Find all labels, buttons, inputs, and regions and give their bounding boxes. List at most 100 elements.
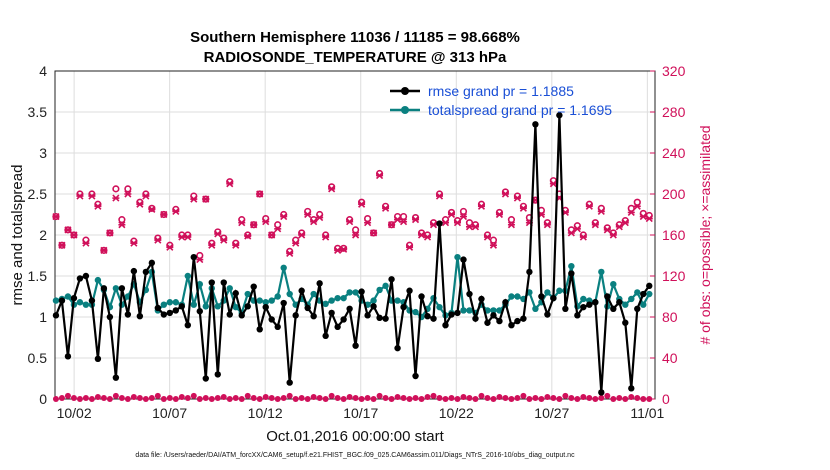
obs-assimilated-point [393, 216, 402, 224]
obs-assimilated-point [340, 245, 348, 253]
obs-assimilated-point [453, 219, 462, 227]
rmse-point [532, 121, 539, 128]
obs-assimilated-point [268, 231, 276, 239]
obs-zero-point [262, 393, 269, 400]
rmse-point [490, 312, 497, 319]
obs-zero-point [532, 394, 539, 401]
totalspread-point [352, 289, 359, 296]
y-axis-label-right: # of obs: o=possible; ×=assimilated [697, 125, 713, 344]
rmse-point [550, 294, 557, 302]
rmse-point [382, 315, 389, 322]
obs-assimilated-point [501, 190, 509, 198]
obs-assimilated-point [376, 171, 384, 180]
rmse-point [478, 295, 485, 303]
totalspread-point [514, 293, 521, 300]
rmse-point [232, 290, 239, 297]
rmse-point [316, 280, 323, 287]
rmse-point [130, 267, 138, 275]
x-axis: 10/02 10/07 10/12 10/17 10/22 10/27 11/01 [57, 405, 665, 421]
rmse-point [64, 353, 72, 360]
obs-zero-point [628, 393, 635, 400]
y-tick-label: 1.5 [28, 268, 48, 284]
rmse-point [268, 316, 275, 323]
obs-zero-point [142, 396, 149, 402]
rmse-point [556, 112, 563, 119]
rmse-point [220, 279, 227, 286]
obs-zero-point [82, 394, 89, 401]
y-tick-label: 2 [39, 227, 47, 243]
obs-zero-point [568, 394, 575, 401]
obs-assimilated-point [603, 226, 611, 234]
rmse-point [508, 322, 515, 329]
obs-assimilated-point [399, 218, 408, 226]
obs-assimilated-point [471, 223, 480, 231]
rmse-point [166, 309, 174, 317]
obs-zero-point [208, 396, 215, 402]
obs-zero-point [190, 392, 197, 399]
obs-zero-point [394, 393, 401, 400]
obs-zero-point [370, 396, 377, 402]
obs-assimilated-point [382, 204, 390, 212]
obs-assimilated-point [292, 239, 300, 247]
obs-assimilated-point [567, 229, 575, 237]
totalspread-point [436, 303, 443, 311]
obs-zero-point [520, 392, 527, 399]
obs-assimilated-point [639, 212, 647, 221]
obs-assimilated-point [286, 249, 294, 258]
x-tick-label: 10/07 [152, 405, 187, 421]
obs-zero-point [106, 396, 113, 402]
totalspread-point [52, 297, 60, 304]
obs-zero-point [616, 394, 623, 401]
obs-zero-point [538, 396, 545, 402]
obs-assimilated-point [519, 204, 527, 212]
obs-zero-point [136, 394, 143, 401]
rmse-point [178, 303, 186, 310]
obs-zero-point [292, 396, 299, 402]
obs-zero-point [424, 393, 431, 400]
obs-assimilated-point [172, 207, 180, 215]
obs-zero-point [178, 393, 185, 400]
rmse-point [298, 287, 305, 294]
obs-zero-point [634, 394, 641, 401]
rmse-point [472, 315, 479, 322]
rmse-point [562, 305, 569, 312]
obs-zero-point [364, 394, 371, 401]
rmse-point [322, 332, 329, 340]
obs-assimilated-point [459, 212, 468, 221]
obs-zero-point [94, 393, 101, 400]
obs-zero-point [604, 392, 611, 399]
rmse-point [520, 315, 527, 322]
rmse-point [262, 303, 269, 311]
rmse-point [616, 299, 623, 306]
obs-assimilated-point [364, 219, 372, 227]
obs-assimilated-point [465, 223, 474, 231]
chart-subtitle: RADIOSONDE_TEMPERATURE @ 313 hPa [204, 49, 507, 66]
rmse-point [454, 309, 461, 317]
y-tick-label-right: 80 [662, 309, 678, 325]
obs-zero-point [220, 393, 227, 400]
totalspread-point [232, 303, 239, 311]
obs-assimilated-point [549, 180, 557, 188]
totalspread-point [166, 299, 174, 306]
rmse-point [526, 268, 533, 276]
totalspread-point [286, 290, 293, 298]
obs-assimilated-point [328, 185, 336, 193]
rmse-point [274, 323, 281, 331]
rmse-point [370, 303, 377, 310]
obs-possible-point [148, 204, 156, 212]
rmse-point [328, 309, 335, 317]
totalspread-point [622, 301, 629, 308]
obs-assimilated-point [154, 236, 162, 244]
legend-spread-label: totalspread grand pr = 1.1695 [428, 102, 612, 118]
rmse-point [208, 279, 215, 286]
obs-assimilated-point [58, 241, 66, 249]
totalspread-point [412, 308, 419, 316]
obs-zero-point [580, 393, 587, 400]
rmse-point [646, 282, 653, 290]
obs-assimilated-point [435, 192, 444, 200]
rmse-point [250, 283, 257, 290]
obs-zero-point [304, 396, 311, 402]
obs-zero-point [328, 392, 335, 399]
obs-possible-point [507, 216, 516, 224]
obs-zero-point [358, 396, 365, 402]
